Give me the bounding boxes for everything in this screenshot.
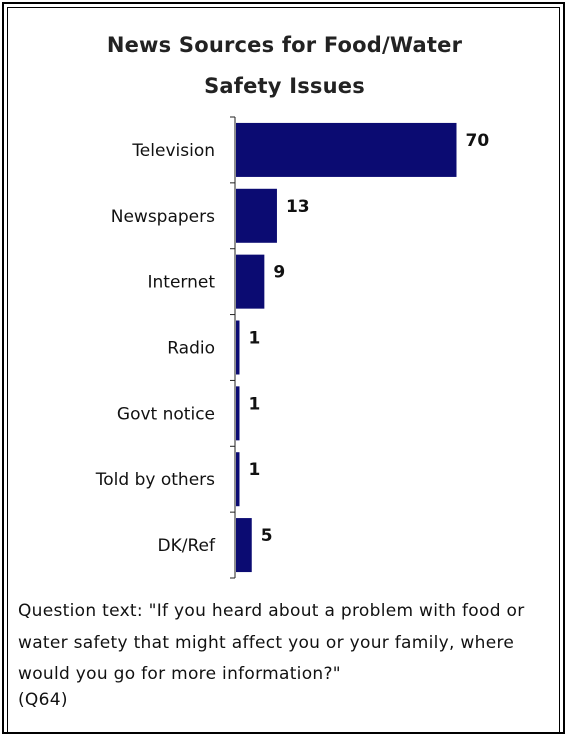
category-label: Radio — [167, 339, 215, 359]
bar-internet — [236, 254, 265, 309]
category-labels: Television Newspapers Internet Radio Govt no… — [95, 141, 216, 556]
category-label: Television — [131, 141, 215, 161]
bar-told-by-others — [236, 452, 240, 507]
category-label: Govt notice — [117, 404, 215, 424]
question-reference: (Q64) — [18, 689, 68, 710]
value-label: 1 — [249, 394, 261, 414]
category-label: Internet — [147, 273, 215, 293]
category-label: DK/Ref — [158, 536, 216, 556]
question-text: Question text: "If you heard about a pro… — [18, 601, 525, 684]
bars — [236, 122, 457, 573]
value-label: 5 — [261, 526, 273, 546]
value-label: 1 — [249, 460, 261, 480]
bar-dk-ref — [236, 518, 252, 573]
bar-govt-notice — [236, 386, 240, 441]
bar-newspapers — [236, 188, 277, 243]
value-label: 1 — [249, 329, 261, 349]
bar-radio — [236, 320, 240, 375]
bar-television — [236, 122, 457, 177]
chart-title-line-2: Safety Issues — [204, 74, 365, 98]
bar-chart: Television Newspapers Internet Radio Govt no… — [95, 116, 490, 579]
category-label: Told by others — [95, 470, 215, 490]
category-label: Newspapers — [111, 207, 215, 227]
value-label: 70 — [466, 131, 490, 151]
value-label: 9 — [273, 263, 285, 283]
value-label: 13 — [286, 197, 310, 217]
chart-title-line-1: News Sources for Food/Water — [106, 33, 463, 57]
question-note: Question text: "If you heard about a pro… — [18, 596, 558, 716]
inner-frame — [7, 7, 560, 733]
category-axis — [230, 116, 236, 579]
value-labels: 70 13 9 1 1 1 5 — [249, 131, 490, 546]
